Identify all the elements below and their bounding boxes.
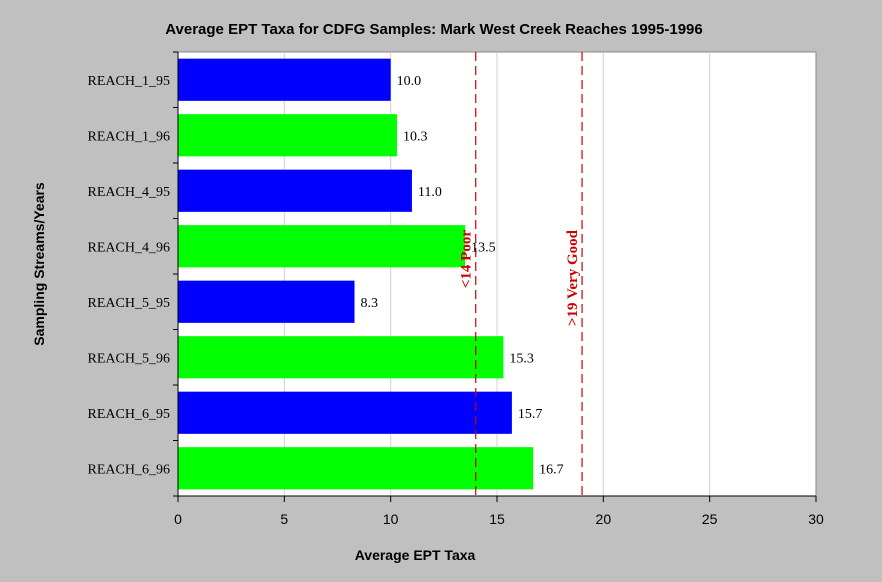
y-tick-label: REACH_1_95 [88, 74, 170, 89]
x-tick-label: 15 [489, 511, 505, 527]
y-tick-label: REACH_5_96 [88, 351, 170, 366]
bar [178, 447, 534, 490]
x-tick-label: 25 [702, 511, 718, 527]
y-tick-labels: REACH_1_95 REACH_1_96 REACH_4_95 REACH_4_96… [88, 74, 170, 478]
y-tick-label: REACH_4_95 [88, 185, 170, 200]
y-tick-label: REACH_1_96 [88, 129, 170, 144]
x-tick-label: 0 [174, 511, 182, 527]
value-label: 11.0 [418, 185, 442, 200]
y-tick-label: REACH_6_95 [88, 407, 170, 422]
bar [178, 225, 466, 268]
value-label: 10.3 [403, 129, 428, 144]
bar [178, 336, 504, 379]
y-tick-label: REACH_6_96 [88, 462, 170, 477]
bar [178, 280, 355, 323]
y-axis-label: Sampling Streams/Years [31, 182, 47, 346]
x-axis-label: Average EPT Taxa [355, 547, 476, 563]
x-tick-labels: 0 5 10 15 20 25 30 [174, 511, 824, 527]
y-tick-label: REACH_5_95 [88, 296, 170, 311]
value-label: 13.5 [471, 240, 496, 255]
value-labels: 10.0 10.3 11.0 13.5 8.3 15.3 15.7 16.7 [361, 74, 564, 478]
value-label: 15.3 [509, 351, 534, 366]
bar [178, 169, 412, 212]
value-label: 15.7 [518, 407, 543, 422]
value-label: 16.7 [539, 462, 564, 477]
bars [178, 58, 534, 490]
reference-line-label: >19 Very Good [565, 229, 581, 326]
axes [173, 51, 817, 502]
bar [178, 58, 391, 101]
chart-title: Average EPT Taxa for CDFG Samples: Mark … [165, 21, 702, 38]
reference-line-label: <14 Poor [459, 230, 475, 288]
x-tick-label: 20 [596, 511, 612, 527]
reference-lines: <14 Poor >19 Very Good [459, 52, 583, 496]
x-tick-label: 10 [383, 511, 399, 527]
x-tick-label: 5 [280, 511, 288, 527]
y-tick-label: REACH_4_96 [88, 240, 170, 255]
value-label: 10.0 [397, 74, 422, 89]
bar [178, 114, 398, 157]
x-tick-label: 30 [808, 511, 824, 527]
value-label: 8.3 [361, 296, 379, 311]
bar [178, 391, 512, 434]
